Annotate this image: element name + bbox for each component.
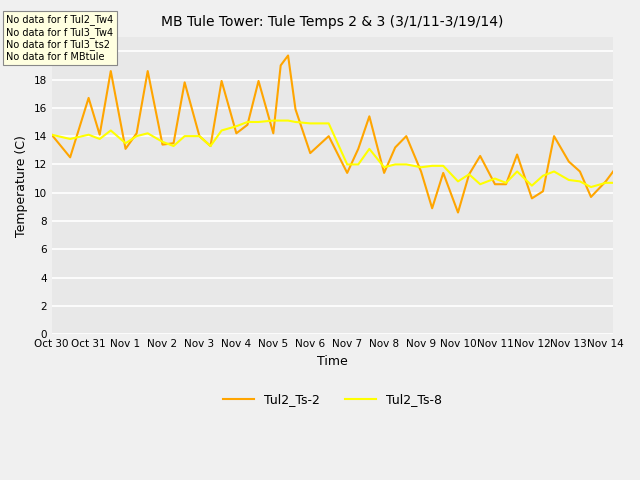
Y-axis label: Temperature (C): Temperature (C) [15,135,28,237]
Tul2_Ts-8 [144,131,152,136]
Tul2_Ts-2 [609,168,617,174]
Tul2_Ts-2 [476,153,484,159]
Line: Tul2_Ts-8: Tul2_Ts-8 [52,120,613,187]
Tul2_Ts-8 [196,133,204,139]
Tul2_Ts-8 [576,179,584,184]
Tul2_Ts-8 [218,128,225,133]
Tul2_Ts-8 [392,162,399,168]
Tul2_Ts-2 [232,131,240,136]
Tul2_Ts-2 [587,194,595,200]
Tul2_Ts-2 [170,140,177,146]
Tul2_Ts-8 [602,180,610,186]
Tul2_Ts-2 [244,122,252,128]
Tul2_Ts-2 [502,181,510,187]
Tul2_Ts-2 [284,53,292,59]
Tul2_Ts-8 [207,143,214,149]
Tul2_Ts-2 [144,68,152,74]
Tul2_Ts-2 [528,195,536,201]
Tul2_Ts-2 [325,133,333,139]
Tul2_Ts-2 [277,62,285,68]
Tul2_Ts-2 [428,205,436,211]
Tul2_Ts-2 [392,144,399,150]
Tul2_Ts-8 [122,140,129,146]
Tul2_Ts-8 [170,143,177,149]
Tul2_Ts-8 [587,184,595,190]
Tul2_Ts-8 [417,164,425,170]
Tul2_Ts-8 [428,163,436,168]
Tul2_Ts-8 [307,120,314,126]
Tul2_Ts-8 [325,120,333,126]
Tul2_Ts-2 [269,131,277,136]
Tul2_Ts-8 [244,119,252,125]
Tul2_Ts-8 [465,171,473,177]
Tul2_Ts-2 [48,132,56,138]
Tul2_Ts-2 [207,143,214,149]
Tul2_Ts-8 [343,162,351,168]
Tul2_Ts-2 [565,159,573,165]
Tul2_Ts-2 [539,189,547,194]
Tul2_Ts-2 [343,170,351,176]
Tul2_Ts-8 [67,136,74,142]
Tul2_Ts-8 [277,118,285,123]
Tul2_Ts-8 [255,119,262,125]
Tul2_Ts-2 [132,131,140,136]
Tul2_Ts-8 [355,162,362,168]
Tul2_Ts-2 [417,168,425,174]
Tul2_Ts-8 [550,168,558,174]
Tul2_Ts-8 [96,136,104,142]
Tul2_Ts-8 [132,133,140,139]
Tul2_Ts-2 [602,179,610,184]
Tul2_Ts-8 [609,180,617,186]
Text: No data for f Tul2_Tw4
No data for f Tul3_Tw4
No data for f Tul3_ts2
No data for: No data for f Tul2_Tw4 No data for f Tul… [6,14,114,62]
Tul2_Ts-8 [380,164,388,170]
Tul2_Ts-8 [491,176,499,181]
Tul2_Ts-8 [84,132,92,138]
Tul2_Ts-2 [365,113,373,119]
Tul2_Ts-8 [159,139,166,144]
Tul2_Ts-8 [454,179,462,184]
Tul2_Ts-2 [292,107,300,112]
Tul2_Ts-2 [196,133,204,139]
Tul2_Ts-8 [107,128,115,133]
Tul2_Ts-8 [292,119,300,125]
Tul2_Ts-2 [181,80,189,85]
Tul2_Ts-2 [96,132,104,138]
Tul2_Ts-8 [513,168,521,174]
Tul2_Ts-8 [365,146,373,152]
Tul2_Ts-8 [284,118,292,123]
Tul2_Ts-2 [550,133,558,139]
Tul2_Ts-2 [513,152,521,157]
Tul2_Ts-8 [565,177,573,183]
Tul2_Ts-2 [380,170,388,176]
Tul2_Ts-2 [307,150,314,156]
X-axis label: Time: Time [317,355,348,368]
Line: Tul2_Ts-2: Tul2_Ts-2 [52,56,613,213]
Tul2_Ts-8 [528,183,536,189]
Legend: Tul2_Ts-2, Tul2_Ts-8: Tul2_Ts-2, Tul2_Ts-8 [218,388,447,411]
Tul2_Ts-8 [403,162,410,168]
Tul2_Ts-8 [502,180,510,186]
Tul2_Ts-8 [476,181,484,187]
Tul2_Ts-2 [491,181,499,187]
Tul2_Ts-2 [84,95,92,101]
Tul2_Ts-8 [539,173,547,179]
Tul2_Ts-2 [355,146,362,152]
Tul2_Ts-8 [440,163,447,168]
Tul2_Ts-2 [159,142,166,147]
Tul2_Ts-8 [181,133,189,139]
Tul2_Ts-8 [232,123,240,129]
Tul2_Ts-8 [269,118,277,123]
Tul2_Ts-2 [403,133,410,139]
Tul2_Ts-2 [465,171,473,177]
Tul2_Ts-2 [122,146,129,152]
Tul2_Ts-2 [218,78,225,84]
Tul2_Ts-2 [454,210,462,216]
Tul2_Ts-8 [48,132,56,138]
Tul2_Ts-2 [440,170,447,176]
Tul2_Ts-2 [67,155,74,160]
Tul2_Ts-2 [107,68,115,74]
Tul2_Ts-2 [255,78,262,84]
Tul2_Ts-2 [576,168,584,174]
Title: MB Tule Tower: Tule Temps 2 & 3 (3/1/11-3/19/14): MB Tule Tower: Tule Temps 2 & 3 (3/1/11-… [161,15,504,29]
